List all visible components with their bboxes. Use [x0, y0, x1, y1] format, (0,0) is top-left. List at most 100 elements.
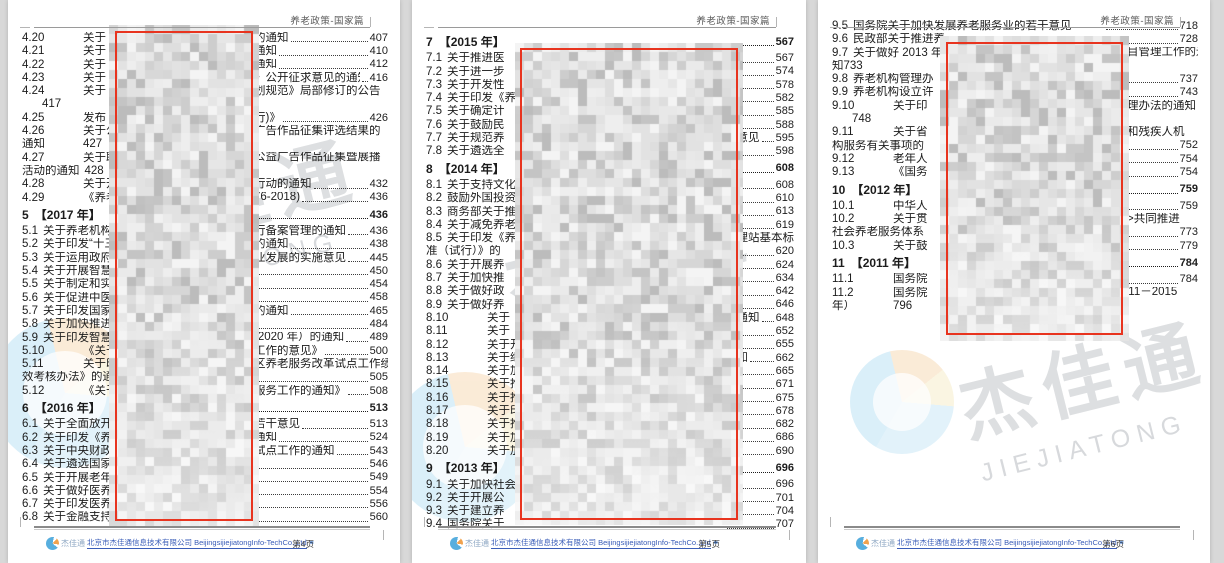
toc-page-number: 773	[1179, 226, 1198, 239]
toc-item-number: 6.1	[22, 418, 38, 431]
toc-item-text: 关于支持文化	[447, 178, 516, 191]
toc-item-text-end: 行备案管理的通知	[254, 225, 346, 237]
toc-row-right: 737	[1104, 73, 1198, 86]
toc-item-number: 5.3	[22, 251, 38, 264]
toc-item-text: 关于印	[893, 99, 928, 112]
page-number-label: 第6页	[1102, 539, 1124, 549]
toc-page-number: 779	[1179, 239, 1198, 252]
dotted-leader	[1121, 209, 1178, 211]
toc-item-text: 关于进一步	[447, 65, 505, 78]
toc-row: 8.2 鼓励外国投资 610	[426, 192, 794, 205]
dotted-leader	[727, 440, 774, 442]
toc-item-text: 关于全面放开养	[43, 418, 124, 431]
toc-row: 5.11 关于印 区养老服务改革试点工作绩	[22, 358, 388, 371]
footer-rule	[424, 517, 790, 540]
toc-item-text-end: 广告作品征集评选结果的	[254, 125, 381, 137]
page-header-title: 养老政策-国家篇	[1100, 16, 1174, 27]
toc-page-number: 613	[775, 205, 794, 218]
dotted-leader	[727, 347, 774, 349]
toc-page-number: 678	[775, 405, 794, 417]
toc-row: 8.1 关于支持文化 608	[426, 179, 794, 192]
toc-row-right: 619	[725, 219, 794, 232]
dotted-leader	[1117, 249, 1178, 251]
toc-page-number: 671	[775, 378, 794, 391]
toc-item-text: 427	[83, 138, 103, 151]
toc-page-number: 642	[775, 285, 794, 298]
toc-item-text: 关于	[83, 71, 106, 84]
toc-item-number: 9.10	[832, 99, 855, 112]
toc-item-number: 通知	[22, 138, 45, 151]
toc-item-number: 8.16	[426, 391, 449, 404]
dotted-leader	[727, 527, 774, 529]
toc-row-right: 620	[725, 245, 794, 258]
toc-row: 7.3 关于开发性 578	[426, 79, 794, 92]
toc-row-right: 556	[254, 498, 388, 511]
toc-item-number: 10.3	[832, 239, 855, 252]
toc-row: 6.5 关于开展老年人 549	[22, 472, 388, 485]
toc-row-right: 613	[725, 206, 794, 219]
toc-row: 8.16 关于推 675	[426, 392, 794, 405]
toc-row: 9.11 关于省 机构和残疾人机	[832, 126, 1198, 139]
toc-row-right: 743	[1104, 86, 1198, 99]
toc-row-right: 646	[725, 299, 794, 312]
toc-row: 4.24 关于 划规范》局部修订的公告	[22, 85, 388, 98]
toc-page-number: 445	[369, 251, 388, 264]
toc-page-number: 484	[369, 318, 388, 331]
toc-item-text: 关于开展智慧	[43, 265, 112, 278]
dotted-leader	[302, 427, 368, 429]
company-link[interactable]: 北京市杰佳通信息技术有限公司 BeijingsijiejiatongInfo-T…	[897, 537, 1117, 549]
toc-row-right: 服务工作的通知》 508	[254, 385, 388, 398]
toc-item-number: 9.13	[832, 166, 855, 179]
toc-item-text: 关于	[83, 58, 106, 71]
toc-item-number: 4.26	[22, 125, 45, 138]
toc-item-text: 关于制定和实	[43, 278, 112, 291]
toc-row-right: 773	[1104, 226, 1198, 239]
toc-row: 8.8 关于做好政 642	[426, 285, 794, 298]
toc-row-right: 行备案管理的通知 436	[254, 225, 388, 238]
toc-row-right: 行动的通知 432	[254, 178, 388, 191]
dotted-leader	[256, 467, 368, 469]
toc-page-number: 524	[369, 431, 388, 444]
toc-page-number: 646	[775, 298, 794, 311]
toc-item-text: 关于开	[83, 178, 118, 191]
dotted-leader	[302, 200, 368, 202]
toc-row-right: 610	[725, 192, 794, 205]
toc-item-text: 关于	[83, 32, 106, 44]
toc-page-number: 598	[775, 145, 794, 158]
toc-item-number: 7.1	[426, 52, 442, 65]
toc-row: 社会养老服务体系 773	[832, 226, 1198, 239]
toc-row: 8.3 商务部关于推 613	[426, 206, 794, 219]
toc-item-text: 关于开展养	[447, 258, 505, 271]
toc-item-number: 11.1	[832, 273, 854, 286]
dotted-leader	[256, 274, 368, 276]
toc-row: 6.1 关于全面放开养 若干意见 513	[22, 418, 388, 431]
toc-row-right: 通知 412	[254, 59, 388, 72]
toc-item-text: 关于加快推	[447, 272, 505, 285]
dotted-leader	[727, 307, 774, 309]
toc-page-number: 458	[369, 291, 388, 304]
toc-item-text: 关于做好医养结	[43, 484, 124, 497]
dotted-leader	[727, 374, 774, 376]
toc-item-number: 5.6	[22, 291, 38, 304]
toc-row-right: 护理站基本标	[725, 232, 794, 245]
dotted-leader	[256, 327, 368, 329]
toc-row: 7.2 关于进一步 574	[426, 66, 794, 79]
toc-item-text: 关于加	[487, 365, 522, 378]
toc-page-number: 582	[775, 92, 794, 104]
toc-item-number: 活动的通知	[22, 164, 80, 177]
header-rule	[830, 17, 1181, 28]
toc-page-number: 508	[369, 384, 388, 397]
toc-item-number: 9.1	[426, 478, 442, 491]
dotted-leader	[727, 281, 774, 283]
toc-item-number: 5.7	[22, 304, 38, 317]
toc-row: 5.2 关于印发“十三 的通知 438	[22, 238, 388, 251]
toc-item-number: 8.4	[426, 218, 442, 231]
company-link[interactable]: 北京市杰佳通信息技术有限公司 BeijingsijiejiatongInfo-T…	[87, 537, 307, 549]
toc-row-right: 642	[725, 285, 794, 298]
watermark-en-text: JIEJIATONG	[977, 408, 1191, 488]
company-link[interactable]: 北京市杰佳通信息技术有限公司 BeijingsijiejiatongInfo-T…	[491, 537, 711, 549]
toc-item-text: 发布《	[83, 111, 118, 124]
toc-page-number: 513	[369, 418, 388, 431]
toc-row-right: 机构和残疾人机	[1104, 126, 1198, 139]
